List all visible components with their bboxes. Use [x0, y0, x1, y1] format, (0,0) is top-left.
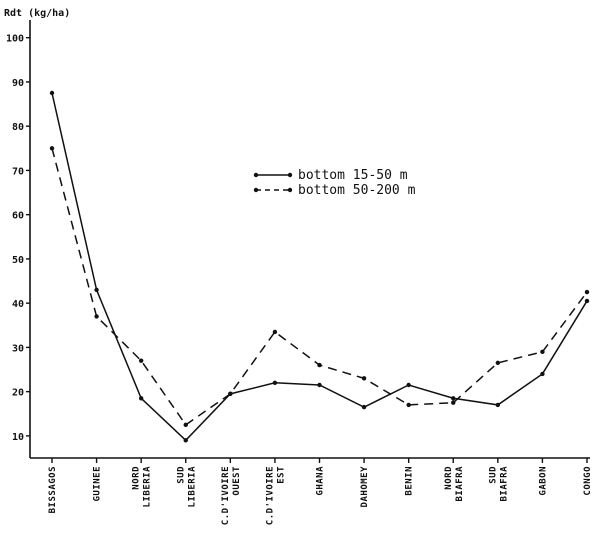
data-point-series-2 — [228, 391, 233, 397]
y-tick-label: 30 — [12, 343, 24, 354]
axes — [29, 20, 590, 459]
x-tick-label: C.D'IVOIRE EST — [265, 466, 286, 525]
y-tick-label: 10 — [12, 432, 24, 443]
data-point-series-2 — [49, 146, 55, 151]
data-point-series-1 — [361, 404, 367, 410]
x-tick-label: DAHOMEY — [360, 466, 370, 508]
data-point-series-1 — [183, 438, 188, 443]
legend-marker — [253, 187, 259, 193]
y-axis-label: Rdt (kg/ha) — [4, 8, 70, 19]
data-point-series-2 — [361, 376, 367, 381]
x-tick-label-line: DAHOMEY — [360, 466, 370, 508]
x-tick-label: SUD BIAFRA — [488, 466, 509, 502]
y-tick-label: 60 — [12, 211, 24, 222]
data-point-series-1 — [272, 380, 278, 385]
x-tick-label: SUD LIBERIA — [176, 466, 197, 508]
data-point-series-2 — [584, 289, 590, 295]
x-tick-label-line: SUD — [488, 466, 498, 484]
y-tick-label: 100 — [6, 34, 24, 45]
data-point-series-2 — [540, 349, 545, 355]
y-tick-label: 50 — [12, 255, 24, 266]
x-tick-label: GABON — [538, 466, 548, 496]
x-tick-label-line: GABON — [538, 466, 548, 496]
x-tick-label-line: C.D'IVOIRE — [221, 466, 231, 525]
data-point-series-1 — [138, 396, 144, 401]
x-tick-label-line: LIBERIA — [187, 466, 197, 508]
data-point-series-1 — [49, 90, 55, 96]
data-point-series-1 — [451, 396, 456, 401]
y-tick-label: 80 — [12, 122, 24, 133]
x-tick-label-line: SUD — [176, 466, 186, 484]
data-point-series-1 — [94, 287, 99, 293]
y-ticks: 10 20 30 40 50 60 70 80 90 100 — [6, 34, 30, 443]
series-line-1 — [51, 92, 588, 442]
legend-label-1: bottom 15-50 m — [298, 168, 408, 183]
x-tick-label-line: LIBERIA — [143, 466, 153, 508]
x-tick-label: C.D'IVOIRE OUEST — [221, 466, 242, 525]
y-tick-label: 40 — [12, 299, 24, 310]
data-point-series-2 — [183, 422, 188, 428]
data-point-series-1 — [540, 371, 545, 377]
x-tick-label-line: BIAFRA — [455, 466, 465, 502]
y-tick-label: 20 — [12, 388, 24, 399]
data-point-series-1 — [584, 298, 590, 304]
data-point-series-2 — [272, 329, 278, 335]
x-tick-label-line: BIAFRA — [499, 466, 509, 502]
series-group — [49, 90, 590, 443]
x-tick-label: GHANA — [316, 466, 326, 496]
x-tick-label-line: C.D'IVOIRE — [265, 466, 275, 525]
x-tick-label-line: BISSAGOS — [48, 466, 58, 513]
data-point-series-2 — [451, 400, 456, 405]
x-tick-label-line: GUINEE — [93, 466, 103, 502]
x-tick-label-line: CONGO — [583, 466, 593, 496]
x-ticks: BISSAGOS GUINEE NORD LIBERIA SUD LIBERIA C.D'I… — [48, 458, 593, 525]
data-point-series-1 — [495, 402, 501, 408]
x-tick-label-line: NORD — [444, 466, 454, 490]
data-point-series-1 — [317, 382, 322, 388]
data-point-series-1 — [406, 382, 411, 388]
x-tick-label-line: GHANA — [316, 466, 326, 496]
x-tick-label: BISSAGOS — [48, 466, 58, 513]
data-point-series-2 — [94, 314, 99, 319]
legend-marker — [253, 172, 259, 178]
x-tick-label-line: BENIN — [405, 466, 415, 496]
x-tick-label-line: OUEST — [232, 466, 242, 496]
x-tick-label-line: NORD — [132, 466, 142, 490]
x-tick-label: NORD LIBERIA — [132, 466, 153, 508]
x-tick-label: NORD BIAFRA — [444, 466, 465, 502]
legend-marker — [287, 187, 293, 193]
legend-label-2: bottom 50-200 m — [298, 183, 416, 198]
x-tick-label: CONGO — [583, 466, 593, 496]
data-point-series-2 — [317, 362, 322, 368]
data-point-series-2 — [138, 358, 144, 363]
x-tick-label: GUINEE — [93, 466, 103, 502]
x-tick-label: BENIN — [405, 466, 415, 496]
legend-marker — [287, 172, 293, 178]
y-tick-label: 90 — [12, 78, 24, 89]
data-point-series-2 — [406, 402, 411, 408]
x-tick-label-line: EST — [276, 466, 286, 484]
y-tick-label: 70 — [12, 166, 24, 177]
data-point-series-2 — [495, 360, 501, 366]
